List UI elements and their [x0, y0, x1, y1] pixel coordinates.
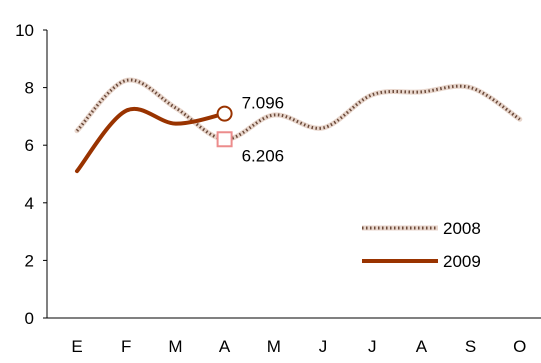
legend-label: 2008: [443, 219, 481, 238]
highlight-square-marker: [216, 131, 233, 148]
x-tick-label: O: [513, 337, 526, 356]
x-tick-label: A: [219, 337, 231, 356]
axes: 0 2 4 6 8 10 E F M A M J J A S O: [15, 21, 541, 356]
x-tick-label: S: [465, 337, 476, 356]
x-tick-label: J: [319, 337, 328, 356]
series-2009-line: [75, 106, 227, 174]
point-markers: 7.096 6.206: [216, 94, 285, 165]
series-lines: [74, 77, 523, 174]
x-tick-label: J: [368, 337, 377, 356]
x-tick-label: E: [71, 337, 82, 356]
x-tick-label: M: [168, 337, 182, 356]
y-tick-label: 10: [15, 21, 34, 40]
data-label: 6.206: [242, 146, 285, 165]
y-tick-label: 8: [25, 79, 34, 98]
data-label: 7.096: [242, 94, 285, 113]
y-tick-label: 0: [25, 309, 34, 328]
x-tick-label: M: [267, 337, 281, 356]
legend-label: 2009: [443, 252, 481, 271]
y-tick-label: 6: [25, 136, 34, 155]
highlight-circle-marker: [216, 105, 233, 122]
legend: 2008 2009: [362, 219, 481, 271]
series-2008-line: [75, 78, 521, 141]
y-tick-label: 2: [25, 251, 34, 270]
x-tick-label: A: [416, 337, 428, 356]
y-tick-label: 4: [25, 194, 34, 213]
x-tick-label: F: [121, 337, 131, 356]
